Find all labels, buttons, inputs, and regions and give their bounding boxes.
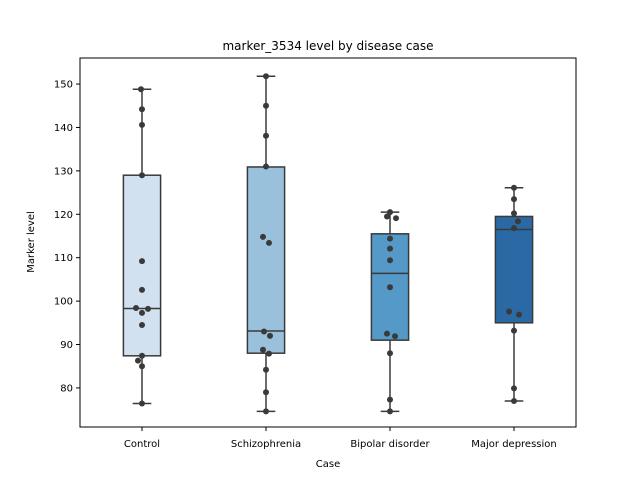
point-group-major-depression — [506, 184, 522, 404]
data-point — [139, 400, 145, 407]
data-point — [263, 102, 269, 109]
data-point — [511, 327, 517, 334]
data-point — [263, 163, 269, 170]
box-group-major-depression — [494, 187, 534, 402]
data-point — [263, 389, 269, 396]
box-group-schizophrenia — [246, 75, 286, 413]
y-tick-label: 110 — [54, 253, 73, 264]
box-iqr — [246, 166, 286, 354]
y-tick-label: 80 — [60, 383, 73, 394]
data-point — [139, 352, 145, 359]
data-point — [139, 121, 145, 128]
data-point — [393, 215, 399, 222]
data-point — [266, 239, 272, 246]
y-axis: 80 90 100 110 120 130 140 150 — [54, 80, 80, 394]
point-group-control — [133, 86, 151, 407]
chart-title: marker_3534 level by disease case — [222, 39, 433, 53]
data-point — [139, 286, 145, 293]
data-point — [263, 408, 269, 415]
data-point — [139, 321, 145, 328]
y-tick-label: 120 — [54, 210, 73, 221]
y-tick-label: 140 — [54, 123, 73, 134]
data-point — [139, 106, 145, 113]
data-point — [384, 213, 390, 220]
data-point — [387, 257, 393, 264]
data-point — [511, 196, 517, 203]
data-point — [392, 333, 398, 340]
x-tick-label: Control — [124, 439, 160, 450]
data-point — [133, 305, 139, 312]
point-group-schizophrenia — [260, 73, 273, 415]
data-point — [387, 209, 393, 216]
y-tick-label: 130 — [54, 166, 73, 177]
data-point — [267, 332, 273, 339]
data-point — [139, 309, 145, 316]
x-tick-label: Schizophrenia — [231, 439, 301, 450]
data-point — [138, 86, 144, 93]
data-point — [387, 245, 393, 252]
box-iqr — [122, 174, 162, 357]
data-point — [511, 184, 517, 191]
data-point — [387, 350, 393, 357]
data-point — [515, 218, 521, 225]
x-tick-label: Bipolar disorder — [350, 439, 430, 450]
data-point — [260, 346, 266, 353]
point-group-bipolar-disorder — [384, 209, 399, 415]
data-point — [511, 385, 517, 392]
data-point — [511, 397, 517, 404]
y-tick-label: 100 — [54, 297, 73, 308]
x-axis-label: Case — [316, 459, 340, 470]
y-axis-label: Marker level — [26, 211, 37, 273]
data-point — [387, 235, 393, 242]
data-point — [139, 363, 145, 370]
y-tick-label: 90 — [60, 340, 73, 351]
data-point — [511, 225, 517, 232]
data-point — [261, 328, 267, 335]
data-point — [145, 305, 151, 312]
data-point — [506, 308, 512, 315]
data-point — [516, 311, 522, 318]
data-point — [263, 73, 269, 80]
data-point — [139, 258, 145, 265]
data-point — [266, 350, 272, 357]
data-point — [135, 357, 141, 364]
x-tick-label: Major depression — [471, 439, 557, 450]
axes-frame — [79, 57, 577, 428]
data-point — [260, 233, 266, 240]
x-axis: Control Schizophrenia Bipolar disorder Majo… — [124, 427, 557, 450]
data-point — [139, 172, 145, 179]
data-point — [511, 210, 517, 217]
data-point — [387, 284, 393, 291]
data-point — [263, 366, 269, 373]
box-iqr — [494, 215, 534, 324]
y-tick-label: 150 — [54, 80, 73, 91]
plot-area — [122, 73, 534, 415]
data-point — [387, 408, 393, 415]
data-point — [387, 396, 393, 403]
data-point — [263, 132, 269, 139]
data-point — [384, 330, 390, 337]
